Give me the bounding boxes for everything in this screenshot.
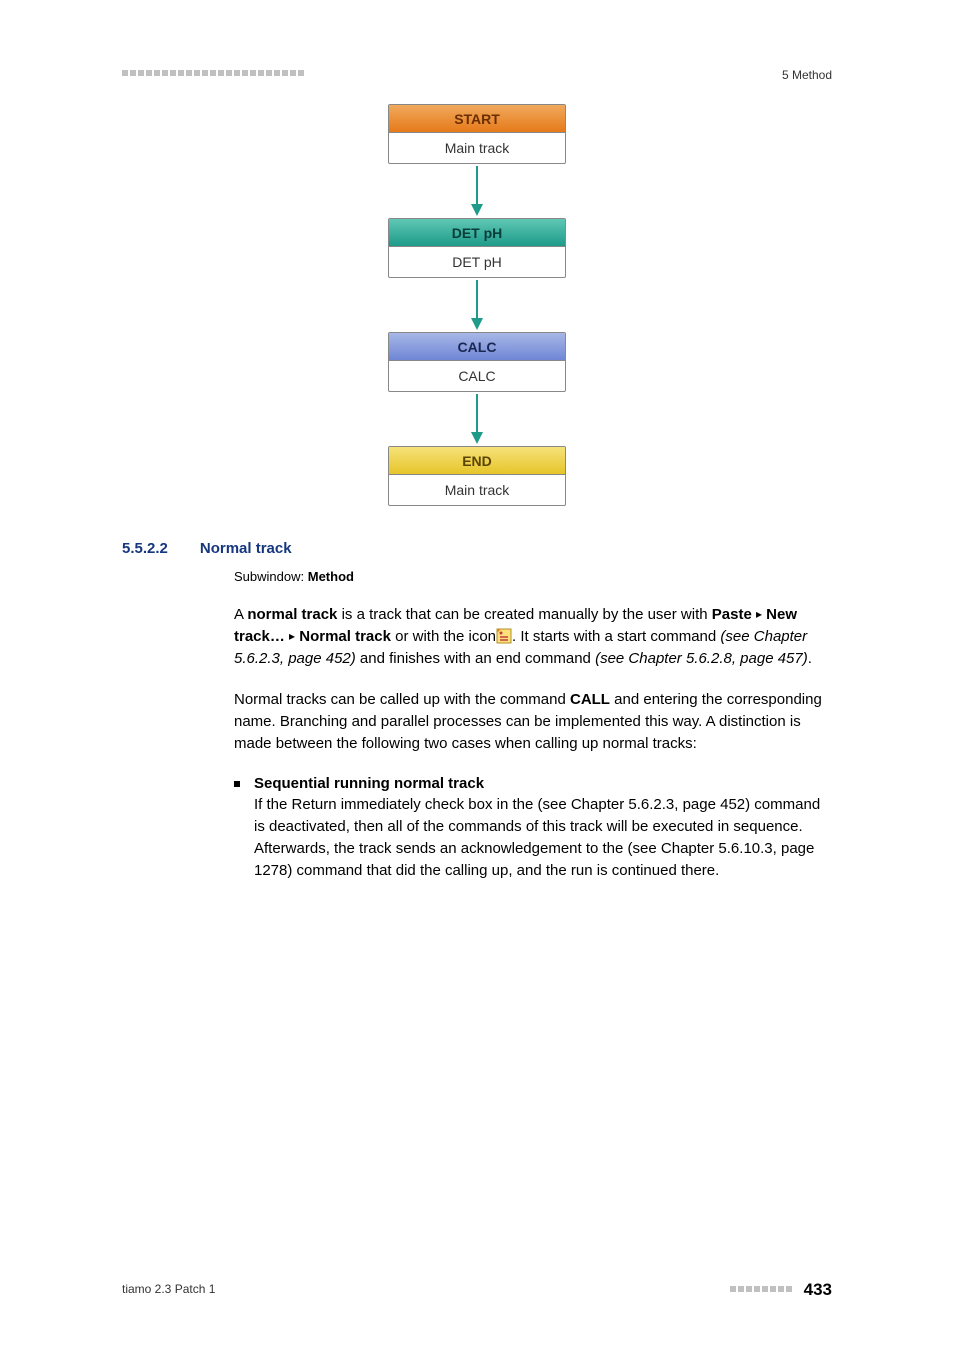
method-flow-diagram: STARTMain trackDET pHDET pHCALCCALCENDMa… — [388, 104, 566, 506]
footer-dots — [730, 1286, 792, 1292]
section-title: Normal track — [200, 540, 292, 557]
flow-node-head: DET pH — [389, 219, 565, 247]
paragraph-1: A normal track is a track that can be cr… — [234, 604, 832, 669]
header-dots — [122, 70, 304, 76]
flow-node-body: Main track — [389, 475, 565, 505]
bullet-text: If the Return immediately check box in t… — [254, 794, 832, 881]
bullet-heading: Sequential running normal track — [254, 773, 832, 795]
flow-arrow — [388, 278, 566, 332]
paragraph-2: Normal tracks can be called up with the … — [234, 689, 832, 754]
section-number: 5.5.2.2 — [122, 540, 168, 557]
footer-page-number: 433 — [804, 1280, 832, 1300]
footer-product: tiamo 2.3 Patch 1 — [122, 1282, 215, 1296]
flow-node: CALCCALC — [388, 332, 566, 392]
new-track-icon — [496, 628, 512, 644]
flow-node-body: DET pH — [389, 247, 565, 277]
flow-arrow — [388, 164, 566, 218]
bullet-marker — [234, 781, 240, 787]
flow-node-head: END — [389, 447, 565, 475]
flow-arrow — [388, 392, 566, 446]
flow-node-body: Main track — [389, 133, 565, 163]
header-section-label: 5 Method — [782, 68, 832, 82]
flow-node: STARTMain track — [388, 104, 566, 164]
flow-node: ENDMain track — [388, 446, 566, 506]
bullet-sequential: Sequential running normal track If the R… — [234, 773, 832, 882]
flow-node-head: START — [389, 105, 565, 133]
flow-node-body: CALC — [389, 361, 565, 391]
flow-node: DET pHDET pH — [388, 218, 566, 278]
flow-node-head: CALC — [389, 333, 565, 361]
subwindow-line: Subwindow: Method — [234, 569, 832, 584]
